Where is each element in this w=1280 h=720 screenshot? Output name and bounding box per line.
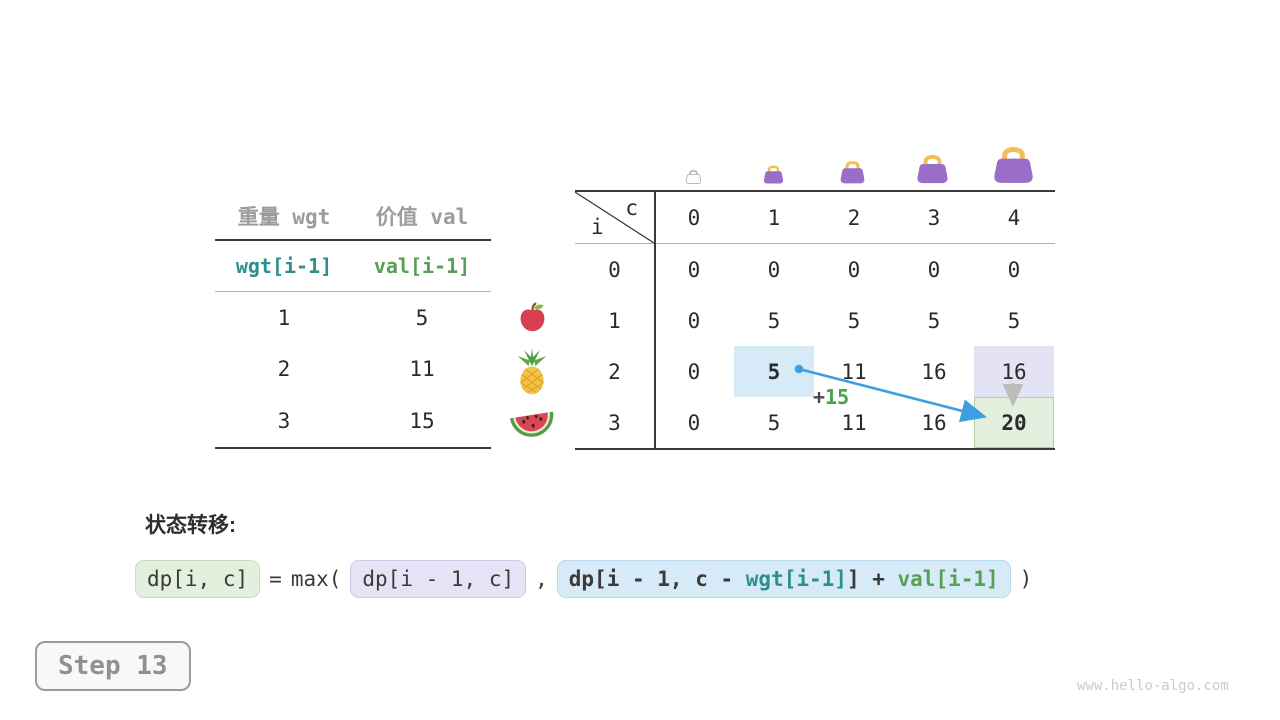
item-row: 1 5 xyxy=(215,292,491,344)
bag-icon-4 xyxy=(994,146,1033,183)
divider xyxy=(654,192,656,448)
value-gain-annotation: +15 xyxy=(813,385,849,409)
dp-cell-2-1-highlighted: 5 xyxy=(734,346,814,397)
item-val: 11 xyxy=(409,357,435,382)
item-row: 2 11 xyxy=(215,344,491,396)
dp-cell-2-3: 16 xyxy=(921,359,947,384)
divider xyxy=(575,190,1055,192)
dp-cell-1-0: 0 xyxy=(687,308,701,333)
transition-heading: 状态转移: xyxy=(145,514,236,537)
dp-cell-0-2: 0 xyxy=(847,257,861,282)
item-table-header-weight: 重量 wgt xyxy=(237,205,331,229)
formula-take-term: dp[i - 1, c - wgt[i-1]] + val[i-1] xyxy=(556,560,1011,598)
dp-cell-3-4-result: 20 xyxy=(974,397,1054,448)
dp-row-1: 1 0 5 5 5 5 xyxy=(575,295,1055,346)
dp-row-0: 0 0 0 0 0 0 xyxy=(575,244,1055,295)
col-header: 1 xyxy=(767,205,781,230)
row-header: 0 xyxy=(608,257,621,282)
dp-header-row: c i 0 1 2 3 4 xyxy=(575,192,1055,243)
plus-sign: + xyxy=(813,385,826,409)
dp-cell-3-0: 0 xyxy=(687,410,701,435)
apple-icon xyxy=(520,302,545,332)
gain-value: 15 xyxy=(825,385,850,409)
bag-icon-1 xyxy=(763,165,784,184)
item-table: 重量 wgt 价值 val wgt[i-1] val[i-1] 1 5 2 11… xyxy=(215,193,491,449)
dp-cell-0-4: 0 xyxy=(1007,257,1021,282)
row-var-label: i xyxy=(591,215,604,239)
dp-cell-2-4-highlighted: 16 xyxy=(974,346,1054,397)
formula-skip-term: dp[i - 1, c] xyxy=(350,560,527,598)
take-term-val: val[i-1] xyxy=(897,567,999,591)
divider xyxy=(575,448,1055,450)
item-table-wgt-index: wgt[i-1] xyxy=(235,254,333,278)
dp-cell-1-2: 5 xyxy=(847,308,861,333)
col-header: 4 xyxy=(1007,205,1021,230)
transition-formula: dp[i, c] = max( dp[i - 1, c] , dp[i - 1,… xyxy=(135,560,1032,598)
dp-cell-2-0: 0 xyxy=(687,359,701,384)
item-wgt: 3 xyxy=(277,408,291,433)
col-header: 2 xyxy=(847,205,861,230)
dp-cell-3-1: 5 xyxy=(767,410,781,435)
dp-cell-0-3: 0 xyxy=(927,257,941,282)
watermark: www.hello-algo.com xyxy=(1077,678,1229,694)
item-row: 3 15 xyxy=(215,395,491,447)
dp-corner-cell: c i xyxy=(575,192,654,243)
formula-current-cell: dp[i, c] xyxy=(135,560,261,598)
row-header: 1 xyxy=(608,308,621,333)
bag-icon-2 xyxy=(840,161,865,184)
comma: , xyxy=(535,567,548,591)
dp-cell-0-0: 0 xyxy=(687,257,701,282)
divider xyxy=(215,239,491,241)
empty-bag-icon xyxy=(685,170,702,184)
item-val: 5 xyxy=(415,305,429,330)
pineapple-icon xyxy=(517,348,547,395)
divider xyxy=(575,243,1055,244)
dp-cell-1-1: 5 xyxy=(767,308,781,333)
row-header: 2 xyxy=(608,359,621,384)
step-badge: Step 13 xyxy=(35,641,191,691)
item-wgt: 2 xyxy=(277,357,291,382)
diagonal-line xyxy=(575,192,654,243)
item-val: 15 xyxy=(409,408,435,433)
dp-cell-3-3: 16 xyxy=(921,410,947,435)
dp-cell-1-3: 5 xyxy=(927,308,941,333)
divider xyxy=(215,446,491,449)
divider xyxy=(215,291,491,292)
item-table-header-value: 价值 val xyxy=(375,205,469,229)
close-paren: ) xyxy=(1019,567,1033,591)
dp-cell-0-1: 0 xyxy=(767,257,781,282)
dp-cell-1-4: 5 xyxy=(1007,308,1021,333)
max-open: max( xyxy=(290,567,342,591)
bag-icon-3 xyxy=(917,154,948,184)
col-var-label: c xyxy=(625,196,638,220)
col-header: 0 xyxy=(687,205,701,230)
watermelon-icon xyxy=(509,411,554,437)
item-wgt: 1 xyxy=(277,305,291,330)
take-term-wgt: wgt[i-1] xyxy=(745,567,847,591)
take-term-prefix: dp[i - 1, c - xyxy=(568,567,746,591)
dp-table: c i 0 1 2 3 4 0 0 0 0 0 0 1 0 5 5 5 5 xyxy=(575,190,1055,450)
take-term-mid: ] + xyxy=(846,567,898,591)
col-header: 3 xyxy=(927,205,941,230)
item-table-val-index: val[i-1] xyxy=(373,254,471,278)
equals-sign: = xyxy=(269,567,282,591)
row-header: 3 xyxy=(608,410,621,435)
